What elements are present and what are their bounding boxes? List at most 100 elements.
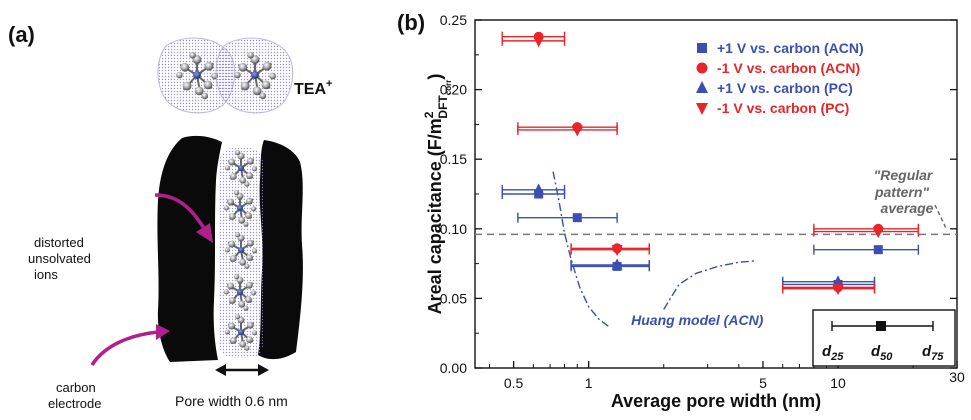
annotation-arrow-carbon-electrode (90, 330, 159, 366)
x-tick-label: 1 (585, 375, 593, 391)
nitrogen-atom (193, 71, 201, 79)
inset-label-d75: d75 (922, 343, 944, 363)
ion-label: TEA+ (294, 78, 332, 98)
atom (182, 81, 192, 91)
atom (238, 62, 248, 72)
legend-marker (696, 103, 708, 115)
inset-label-d50: d50 (871, 343, 893, 363)
atom (235, 232, 241, 238)
annotation-arrowhead-carbon-electrode (156, 324, 170, 340)
data-point (872, 227, 884, 239)
atom (244, 263, 250, 269)
huang-model-curve-2 (663, 260, 757, 310)
data-point (611, 245, 623, 257)
data-point (832, 284, 844, 296)
atom (244, 345, 250, 351)
atom (252, 86, 262, 96)
atom (252, 248, 258, 254)
huang-model-label: Huang model (ACN) (631, 312, 764, 328)
atom (224, 329, 230, 335)
atom (239, 258, 247, 266)
atom (223, 205, 229, 211)
inset-label-d: d (822, 343, 832, 360)
y-axis-label-sub: DFT (436, 95, 450, 119)
atom (246, 336, 253, 344)
atom (251, 206, 257, 212)
regular-pattern-text: average (881, 200, 934, 216)
atom (243, 221, 249, 227)
atom (234, 190, 240, 196)
series-1 (501, 189, 920, 290)
atom (224, 165, 230, 171)
inset-label-sub: 50 (880, 351, 893, 363)
nitrogen-atom (236, 204, 244, 212)
atom (251, 290, 257, 296)
atom (228, 158, 236, 166)
atom (229, 337, 237, 344)
legend-marker (696, 81, 708, 93)
atom (246, 321, 254, 329)
atom (228, 297, 236, 304)
atom (239, 340, 247, 348)
huang-model-curve-1 (552, 171, 609, 327)
atom (262, 61, 272, 71)
atom (246, 254, 253, 262)
legend-marker (697, 43, 707, 53)
atom (247, 51, 254, 59)
atom (203, 80, 213, 90)
y-axis-label-sup: 2 (422, 111, 436, 118)
y-tick-label: 0.05 (440, 290, 467, 306)
atom (189, 51, 196, 59)
x-tick-label: 5 (759, 375, 767, 391)
inset-label-d25: d25 (822, 343, 844, 363)
atom (252, 166, 258, 172)
legend-marker (696, 62, 708, 74)
y-tick-label: 0.00 (440, 360, 467, 376)
inset-label-sub: 75 (931, 351, 944, 363)
pore-ion-column (219, 148, 263, 358)
x-tick-label: 30 (949, 369, 965, 385)
atom (269, 72, 276, 80)
atom (176, 71, 183, 79)
atom (238, 216, 246, 224)
atom (204, 61, 214, 71)
atom (238, 300, 246, 308)
pore-width-arrowhead-left (215, 364, 226, 376)
data-point (533, 183, 545, 195)
data-point (832, 275, 844, 287)
panel-a: (a) TEA+ (0, 0, 400, 415)
atom (224, 247, 230, 253)
atom (227, 198, 235, 206)
series-4 (501, 35, 920, 296)
legend-label: +1 V vs. carbon (PC) (717, 80, 853, 96)
atom (223, 289, 229, 295)
tea-molecule (176, 51, 218, 100)
atom (234, 71, 241, 79)
y-tick-label: 0.25 (440, 12, 467, 28)
data-point (571, 125, 583, 137)
y-tick-label: 0.15 (440, 151, 467, 167)
regular-pattern-text: "Regular (874, 167, 934, 183)
inset-label-d: d (922, 343, 932, 360)
panel-b-label: (b) (397, 10, 426, 35)
pore-width-caption: Pore width 0.6 nm (175, 393, 288, 409)
atom (228, 213, 236, 220)
atom (245, 281, 253, 289)
annotation-arrow-distorted-ions (154, 193, 207, 231)
atom (239, 176, 247, 184)
x-tick-label: 10 (830, 375, 846, 391)
panel-b: (b) 0.00 0.05 0.10 0.15 0.20 0.25 0.5 1 5 10 30 Ave… (395, 0, 971, 420)
atom (252, 330, 258, 336)
nitrogen-atom (251, 71, 259, 79)
annotation-carbon-electrode: carbon electrode (48, 380, 101, 411)
y-axis-label-close: ) (425, 74, 445, 80)
y-axis-label: Areal capacitance (F/m2DFTcorr) (422, 74, 453, 315)
y-axis-label-main: Areal capacitance (F/m (425, 118, 445, 314)
tea-molecule (234, 51, 276, 100)
legend: +1 V vs. carbon (ACN) -1 V vs. carbon (AC… (696, 40, 864, 116)
atom (235, 150, 241, 156)
electrode-pore-illustration: TEA+ distorted unsolvated ions carbon el… (28, 37, 332, 411)
atom (243, 305, 249, 311)
annotation-distorted-ions: distorted unsolvated ions (28, 235, 95, 282)
legend-label: -1 V vs. carbon (PC) (717, 100, 849, 116)
